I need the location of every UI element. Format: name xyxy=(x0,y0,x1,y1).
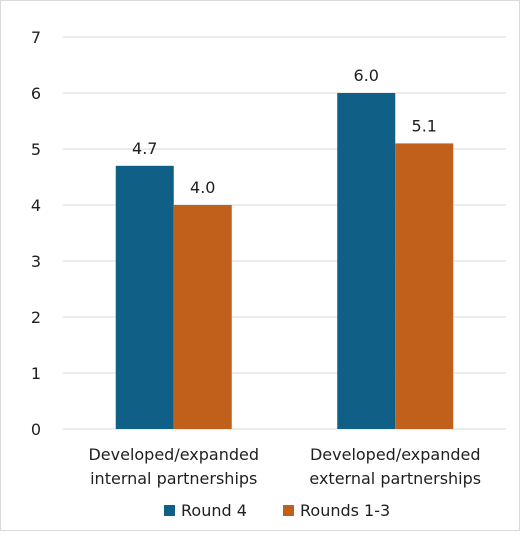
y-tick-label-7: 7 xyxy=(31,28,41,47)
y-tick-label-1: 1 xyxy=(31,364,41,383)
category-label-1-line-0: Developed/expanded xyxy=(310,445,481,464)
bar-chart: 0 1 2 3 4 5 6 7 4.7 6.0 4.0 5.1 Developed/expanded… xyxy=(31,28,506,520)
data-label-series1-cat0: 4.0 xyxy=(190,178,215,197)
legend-swatch-0 xyxy=(164,505,175,516)
y-tick-label-5: 5 xyxy=(31,140,41,159)
category-label-1-line-1: external partnerships xyxy=(309,469,481,488)
chart-frame: 0 1 2 3 4 5 6 7 4.7 6.0 4.0 5.1 Developed/expanded… xyxy=(0,0,520,531)
bar-series1-cat0 xyxy=(173,205,232,429)
data-label-series0-cat0: 4.7 xyxy=(132,139,157,158)
y-tick-label-2: 2 xyxy=(31,308,41,327)
data-labels: 4.7 6.0 4.0 5.1 xyxy=(132,66,437,197)
bar-series0-cat0 xyxy=(115,165,174,430)
bar-series1-cat1 xyxy=(395,143,454,429)
category-label-0-line-1: internal partnerships xyxy=(90,469,257,488)
data-label-series1-cat1: 5.1 xyxy=(412,116,437,135)
category-label-0-line-0: Developed/expanded xyxy=(88,445,259,464)
y-tick-label-4: 4 xyxy=(31,196,41,215)
bars xyxy=(115,93,454,430)
y-tick-label-3: 3 xyxy=(31,252,41,271)
legend: Round 4 Rounds 1-3 xyxy=(164,501,390,520)
y-tick-label-6: 6 xyxy=(31,84,41,103)
y-tick-label-0: 0 xyxy=(31,420,41,439)
data-label-series0-cat1: 6.0 xyxy=(354,66,379,85)
category-labels: Developed/expanded internal partnerships D… xyxy=(88,445,481,488)
bar-series0-cat1 xyxy=(337,93,396,429)
legend-label-1: Rounds 1-3 xyxy=(300,501,390,520)
legend-label-0: Round 4 xyxy=(181,501,247,520)
y-axis-ticks: 0 1 2 3 4 5 6 7 xyxy=(31,28,41,439)
legend-swatch-1 xyxy=(283,505,294,516)
